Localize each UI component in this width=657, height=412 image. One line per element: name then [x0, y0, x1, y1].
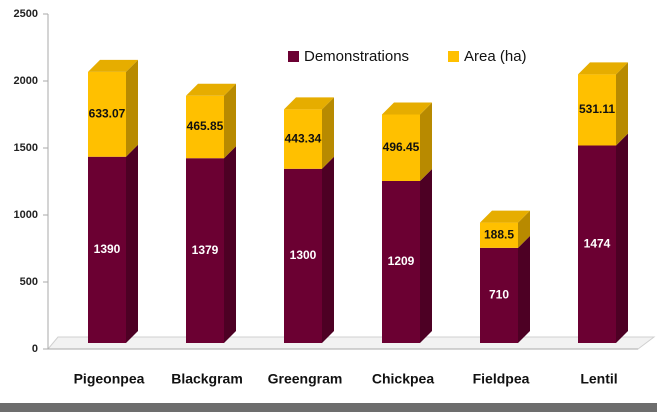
value-label: 496.45 [383, 140, 420, 154]
bar-side [616, 133, 628, 343]
value-label: 1209 [388, 254, 415, 268]
y-tick-label: 0 [32, 343, 38, 355]
bar-top [186, 83, 236, 96]
bar-side [420, 168, 432, 343]
bar-top [284, 97, 334, 110]
bar [88, 71, 126, 157]
x-tick-label: Pigeonpea [74, 371, 145, 387]
value-label: 465.85 [187, 119, 224, 133]
bar-side [322, 97, 334, 169]
bar-top [480, 210, 530, 223]
legend-label: Demonstrations [304, 48, 409, 65]
bar [284, 109, 322, 169]
bar-side [322, 156, 334, 343]
legend-swatch [448, 51, 459, 62]
legend-swatch [288, 51, 299, 62]
bar [578, 145, 616, 343]
bar [480, 247, 518, 343]
bar [88, 156, 126, 343]
bar-side [126, 59, 138, 157]
y-tick-label: 500 [20, 276, 38, 288]
bar [186, 95, 224, 159]
bar-side [224, 83, 236, 159]
bar-side [224, 146, 236, 343]
x-tick-label: Fieldpea [473, 371, 530, 387]
bar [578, 74, 616, 146]
value-label: 188.5 [484, 227, 514, 241]
value-label: 1390 [94, 242, 121, 256]
bar-side [126, 144, 138, 343]
y-tick-label: 2000 [14, 75, 38, 87]
bar-top [382, 102, 432, 115]
y-tick-label: 1500 [14, 142, 38, 154]
value-label: 1474 [584, 236, 611, 250]
bar [382, 180, 420, 343]
value-label: 633.07 [89, 106, 126, 120]
legend-label: Area (ha) [464, 48, 527, 65]
value-label: 710 [489, 288, 509, 302]
bar-side [616, 62, 628, 146]
bar-top [88, 59, 138, 72]
floor [46, 336, 656, 350]
x-tick-label: Blackgram [171, 371, 243, 387]
x-tick-label: Lentil [580, 371, 617, 387]
bar [284, 168, 322, 343]
value-label: 1300 [290, 248, 317, 262]
bar-top [578, 62, 628, 75]
value-label: 1379 [192, 243, 219, 257]
bottom-strip [0, 403, 657, 412]
x-tick-label: Chickpea [372, 371, 434, 387]
bar-side [518, 235, 530, 343]
bar-side [420, 102, 432, 181]
bar [186, 158, 224, 343]
bar [382, 114, 420, 181]
bar [480, 222, 518, 248]
x-tick-label: Greengram [268, 371, 343, 387]
bar-side [518, 210, 530, 248]
value-label: 531.11 [579, 102, 615, 116]
y-tick-label: 1000 [14, 209, 38, 221]
value-label: 443.34 [285, 131, 322, 145]
y-tick-label: 2500 [14, 8, 38, 20]
